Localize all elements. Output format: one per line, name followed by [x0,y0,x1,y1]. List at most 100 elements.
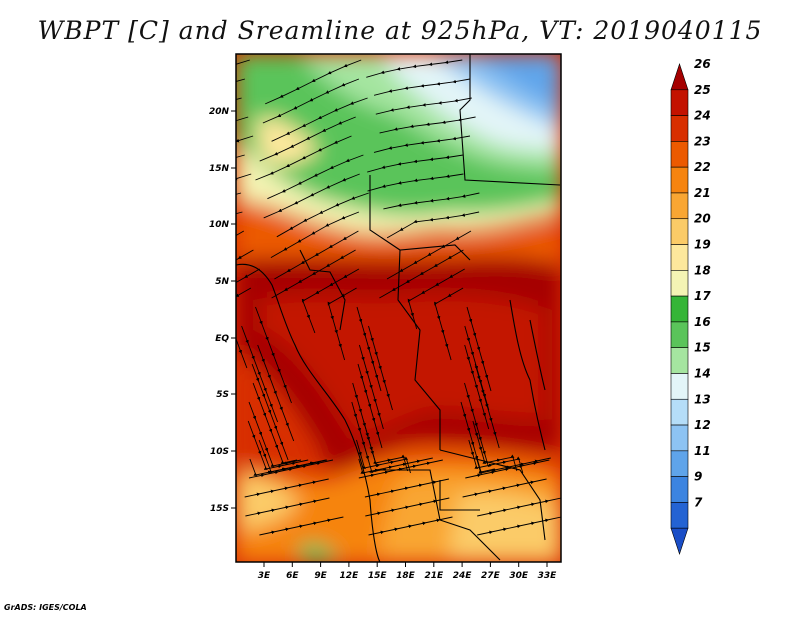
colorbar-swatch [670,373,689,400]
colorbar-label: 19 [694,238,711,252]
colorbar-label: 14 [694,366,711,380]
lon-label: 30E [509,571,529,581]
streamline [245,497,330,517]
streamline [375,97,472,115]
streamline [462,478,547,498]
lat-label: 15S [210,504,229,514]
footer-credit: GrADS: IGES/COLA [4,603,87,612]
lat-label: EQ [215,334,229,344]
colorbar-label: 7 [694,495,703,509]
streamline [263,173,360,219]
colorbar-swatch [670,244,689,271]
streamline [236,78,246,82]
lat-label: 20N [209,107,230,117]
streamline [368,516,453,536]
streamline [367,173,464,192]
streamline [365,497,450,517]
lon-label: 21E [424,571,444,581]
lon-label: 6E [286,571,299,581]
wbpt-field [236,54,561,562]
lon-label: 12E [340,571,360,581]
streamline [248,459,334,479]
streamline [358,459,443,479]
colorbar-swatch [670,424,689,452]
streamline [236,287,252,369]
lon-label: 33E [538,571,558,581]
map-border [235,53,562,563]
streamline [465,459,550,479]
colorbar-label: 17 [694,289,711,303]
streamline [367,154,464,173]
colorbar-label: 18 [694,263,711,277]
lon-label: 9E [314,571,327,581]
colorbar-label: 9 [694,470,702,484]
colorbar-swatch [670,141,689,168]
colorbar-swatch [670,218,689,245]
lon-label: 24E [453,571,473,581]
country-borders [236,54,561,562]
colorbar-label: 15 [694,341,711,355]
streamline [244,478,329,498]
streamline [236,135,254,154]
lat-label: 15N [209,164,230,174]
latitude-axis: 20N 15N 10N 5N EQ 5S 10S 15S [209,107,236,514]
streamline [373,135,471,153]
streamline [236,192,242,195]
streamline [270,211,360,258]
colorbar-label: 16 [694,315,711,329]
streamline [236,249,254,291]
colorbar-label: 22 [694,160,711,174]
streamline [236,116,249,122]
streamline [236,268,260,319]
colorbar-swatch [670,270,689,297]
streamline [379,249,464,299]
lon-label: 18E [396,571,416,581]
colorbar-label: 26 [694,57,711,71]
streamline [386,211,480,239]
colorbar-top-triangle [670,63,689,91]
map-title: WBPT [C] and Sreamline at 925hPa, VT: 20… [37,16,763,45]
lat-label: 10S [210,447,229,457]
colorbar-label: 23 [694,134,711,148]
lat-label: 10N [209,220,230,230]
colorbar-swatch [670,502,689,529]
lat-label: 5S [216,390,229,400]
colorbar-swatch [670,398,689,426]
streamline [366,59,463,78]
colorbar-bottom-triangle [670,527,689,555]
streamline [259,516,344,536]
lon-label: 15E [368,571,388,581]
colorbar-label: 25 [694,83,711,97]
colorbar-swatch [670,321,689,348]
colorbar-label: 13 [694,392,711,406]
lon-label: 27E [481,571,501,581]
streamline [477,497,561,517]
streamline [379,116,476,134]
streamline [434,287,464,361]
colorbar-swatch [670,89,689,116]
colorbar-label: 21 [694,186,711,200]
streamline [364,478,449,498]
colorbar-swatch [670,450,689,477]
streamline [255,135,352,181]
colorbar-label: 12 [694,418,711,432]
colorbar-swatch [670,476,689,503]
longitude-axis: 3E 6E 9E 12E 15E 18E 21E 24E 27E 30E 33E [258,562,557,581]
streamline [271,249,356,299]
colorbar-swatch [670,115,689,142]
streamline [383,192,480,210]
streamline [373,78,471,96]
colorbar-swatch [670,347,689,374]
streamline [407,268,465,330]
lon-label: 3E [258,571,271,581]
colorbar-swatch [670,192,689,220]
colorbar-swatch [670,295,689,323]
colorbar-label: 20 [694,212,711,226]
streamline [236,154,245,158]
colorbar-label: 24 [694,109,711,123]
streamline [236,230,245,236]
colorbar-swatch [670,166,689,194]
colorbar: 26 25 24 23 22 21 20 19 18 17 16 15 14 13 12 11 9 7 [670,57,711,555]
lat-label: 5N [215,277,229,287]
